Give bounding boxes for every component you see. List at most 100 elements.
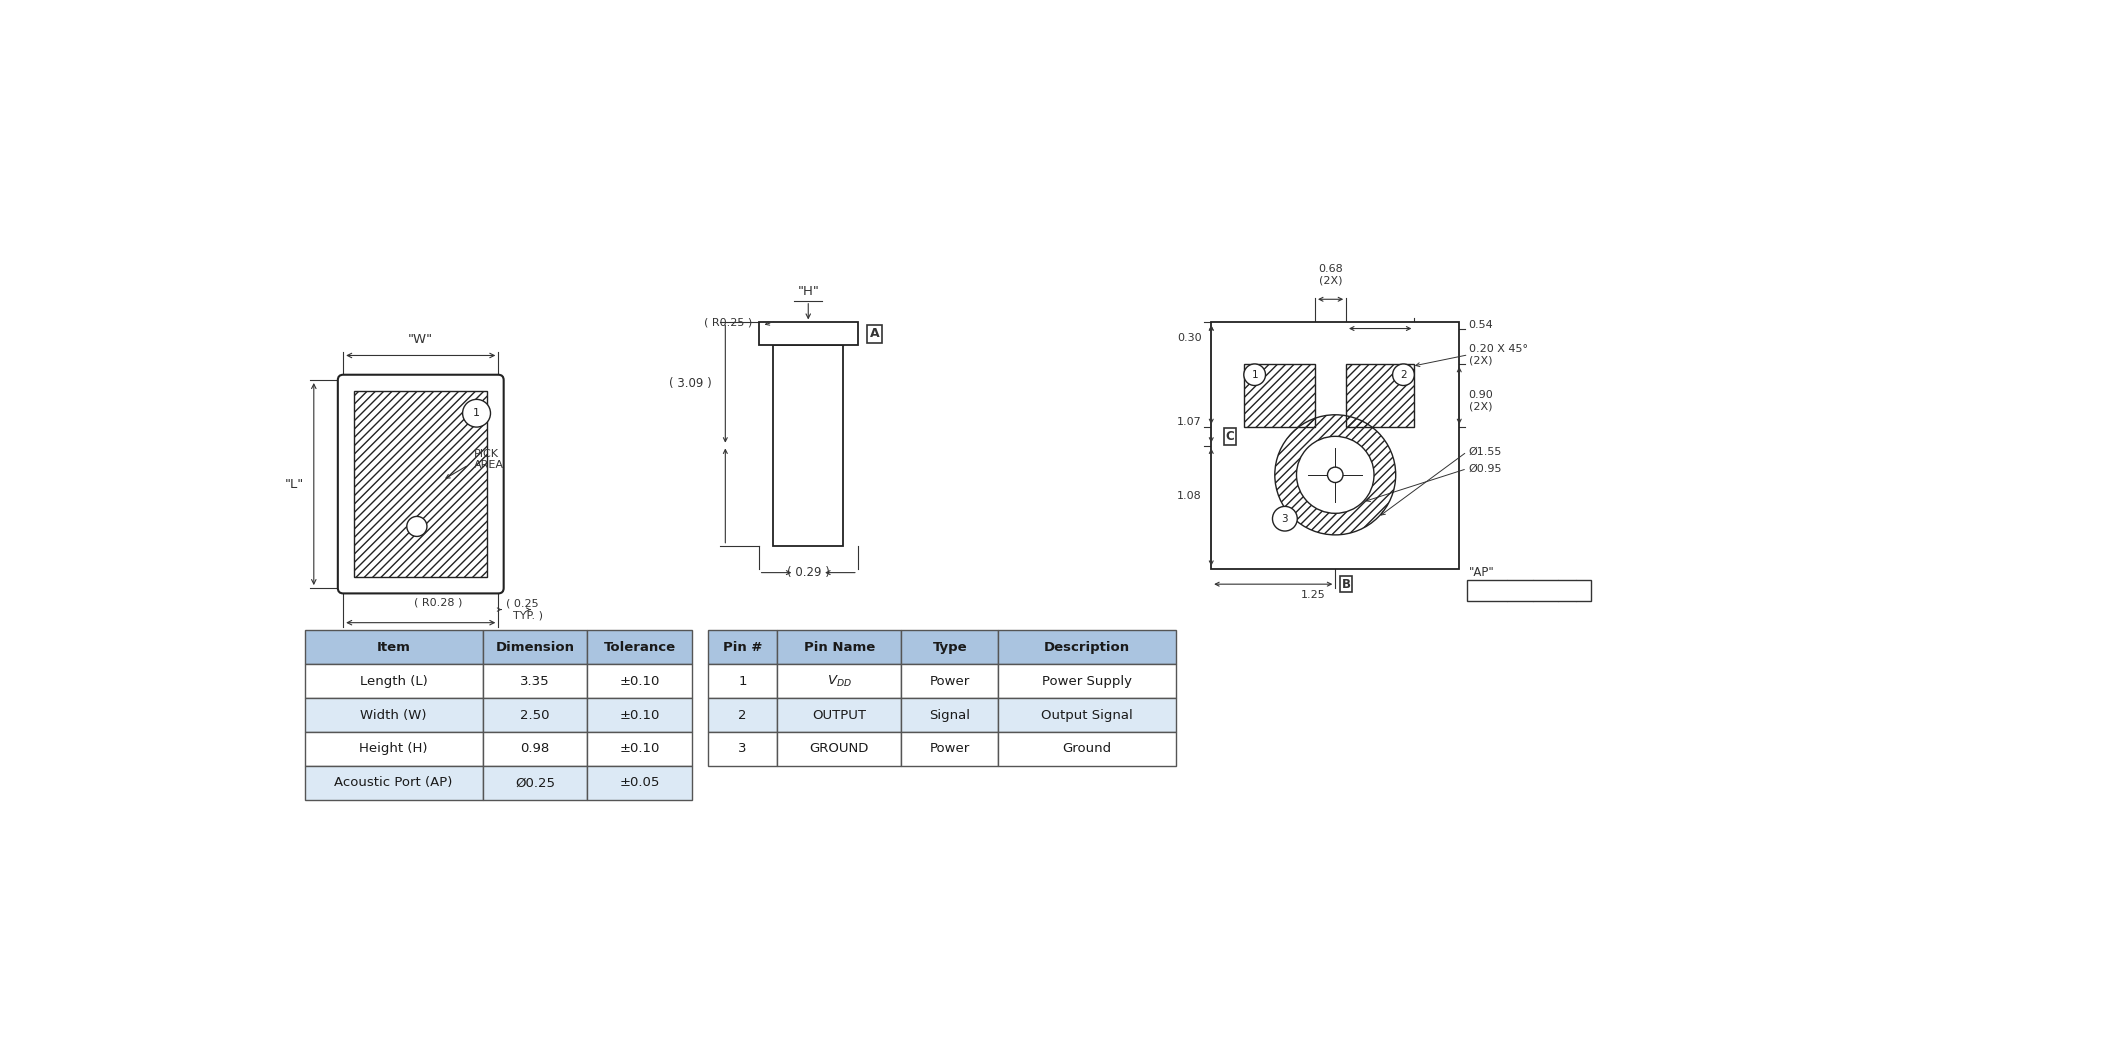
Bar [901, 732, 997, 765]
Text: Length (L): Length (L) [359, 675, 427, 688]
Text: 1.07: 1.07 [1178, 418, 1201, 427]
Text: Tolerance: Tolerance [604, 641, 676, 654]
Text: 0.54: 0.54 [1469, 320, 1492, 330]
Text: Signal: Signal [929, 709, 969, 722]
Circle shape [1244, 364, 1265, 386]
Text: 1.25: 1.25 [1301, 590, 1327, 601]
FancyBboxPatch shape [338, 375, 504, 593]
Text: 1: 1 [1252, 370, 1259, 379]
Bar [778, 698, 901, 732]
Circle shape [1327, 467, 1344, 483]
Text: Item: Item [376, 641, 410, 654]
Text: Description: Description [1044, 641, 1131, 654]
Bar [355, 391, 487, 577]
Bar [1244, 364, 1316, 427]
Text: PICK
AREA: PICK AREA [474, 449, 504, 470]
Text: ⊕Ø0.10: ⊕Ø0.10 [1469, 586, 1505, 595]
Text: A: A [1516, 586, 1524, 595]
Text: $V_{DD}$: $V_{DD}$ [827, 674, 853, 689]
Text: 2: 2 [1401, 370, 1407, 379]
Bar [304, 664, 483, 698]
Text: B: B [1342, 577, 1350, 591]
Text: GROUND: GROUND [810, 742, 870, 756]
Text: 0.98: 0.98 [521, 742, 551, 756]
Text: C: C [1565, 586, 1571, 595]
Bar [483, 732, 587, 765]
Text: Output Signal: Output Signal [1042, 709, 1133, 722]
Text: Pin #: Pin # [723, 641, 761, 654]
Bar [483, 664, 587, 698]
Text: Power Supply: Power Supply [1042, 675, 1133, 688]
Text: "H": "H" [797, 285, 819, 298]
Bar [997, 664, 1176, 698]
Text: Height (H): Height (H) [359, 742, 427, 756]
Bar [1212, 322, 1458, 569]
Circle shape [1273, 506, 1297, 532]
Bar [483, 698, 587, 732]
Bar [997, 732, 1176, 765]
Bar [901, 698, 997, 732]
Bar [304, 765, 483, 799]
Text: ( R0.25 ): ( R0.25 ) [704, 318, 753, 327]
Bar [304, 732, 483, 765]
Text: Power: Power [929, 742, 969, 756]
Text: Dimension: Dimension [495, 641, 574, 654]
Bar [587, 732, 691, 765]
Bar [483, 765, 587, 799]
Text: ( 0.29 ): ( 0.29 ) [787, 567, 829, 579]
Circle shape [1393, 364, 1414, 386]
Text: Type: Type [933, 641, 967, 654]
Text: ( 3.09 ): ( 3.09 ) [670, 377, 712, 390]
Text: C: C [1225, 429, 1235, 443]
Bar [997, 630, 1176, 664]
Bar [483, 630, 587, 664]
Bar [304, 630, 483, 664]
Text: B: B [1541, 586, 1550, 595]
Text: ±0.10: ±0.10 [619, 742, 659, 756]
Bar [1346, 364, 1414, 427]
Text: Pin Name: Pin Name [804, 641, 876, 654]
Text: "W": "W" [408, 333, 434, 347]
Bar [587, 698, 691, 732]
Text: Ø0.25: Ø0.25 [514, 776, 555, 790]
Bar [997, 698, 1176, 732]
Bar [708, 664, 778, 698]
Text: Ø0.95: Ø0.95 [1469, 463, 1503, 474]
Text: Ground: Ground [1063, 742, 1112, 756]
Text: ±0.10: ±0.10 [619, 709, 659, 722]
Text: OUTPUT: OUTPUT [812, 709, 865, 722]
Text: ±0.10: ±0.10 [619, 675, 659, 688]
Text: Acoustic Port (AP): Acoustic Port (AP) [334, 776, 453, 790]
Bar [778, 664, 901, 698]
Text: ( R0.28 ): ( R0.28 ) [415, 597, 461, 607]
Bar [901, 664, 997, 698]
Bar [708, 732, 778, 765]
Text: 3.35: 3.35 [521, 675, 551, 688]
Bar [708, 630, 778, 664]
Bar [587, 630, 691, 664]
Text: "L": "L" [285, 477, 304, 490]
Text: 1: 1 [474, 408, 480, 418]
Text: Ø1.55: Ø1.55 [1469, 446, 1501, 457]
Text: 3: 3 [738, 742, 746, 756]
Bar [708, 698, 778, 732]
Text: 0.20 X 45°
(2X): 0.20 X 45° (2X) [1469, 344, 1529, 366]
Bar [1467, 579, 1590, 601]
Text: 1: 1 [738, 675, 746, 688]
Text: 2.50: 2.50 [521, 709, 551, 722]
Bar [759, 322, 859, 345]
Text: 0.30: 0.30 [1178, 333, 1201, 342]
Circle shape [406, 517, 427, 537]
Text: "AP": "AP" [1469, 567, 1495, 579]
Bar [304, 698, 483, 732]
Bar [901, 630, 997, 664]
Text: 0.68
(2X): 0.68 (2X) [1318, 264, 1344, 285]
Text: Power: Power [929, 675, 969, 688]
Bar [587, 664, 691, 698]
Text: ±0.05: ±0.05 [619, 776, 659, 790]
Bar [774, 345, 844, 545]
Circle shape [1297, 436, 1373, 513]
Text: 2: 2 [738, 709, 746, 722]
Text: Width (W): Width (W) [361, 709, 427, 722]
Bar [778, 630, 901, 664]
